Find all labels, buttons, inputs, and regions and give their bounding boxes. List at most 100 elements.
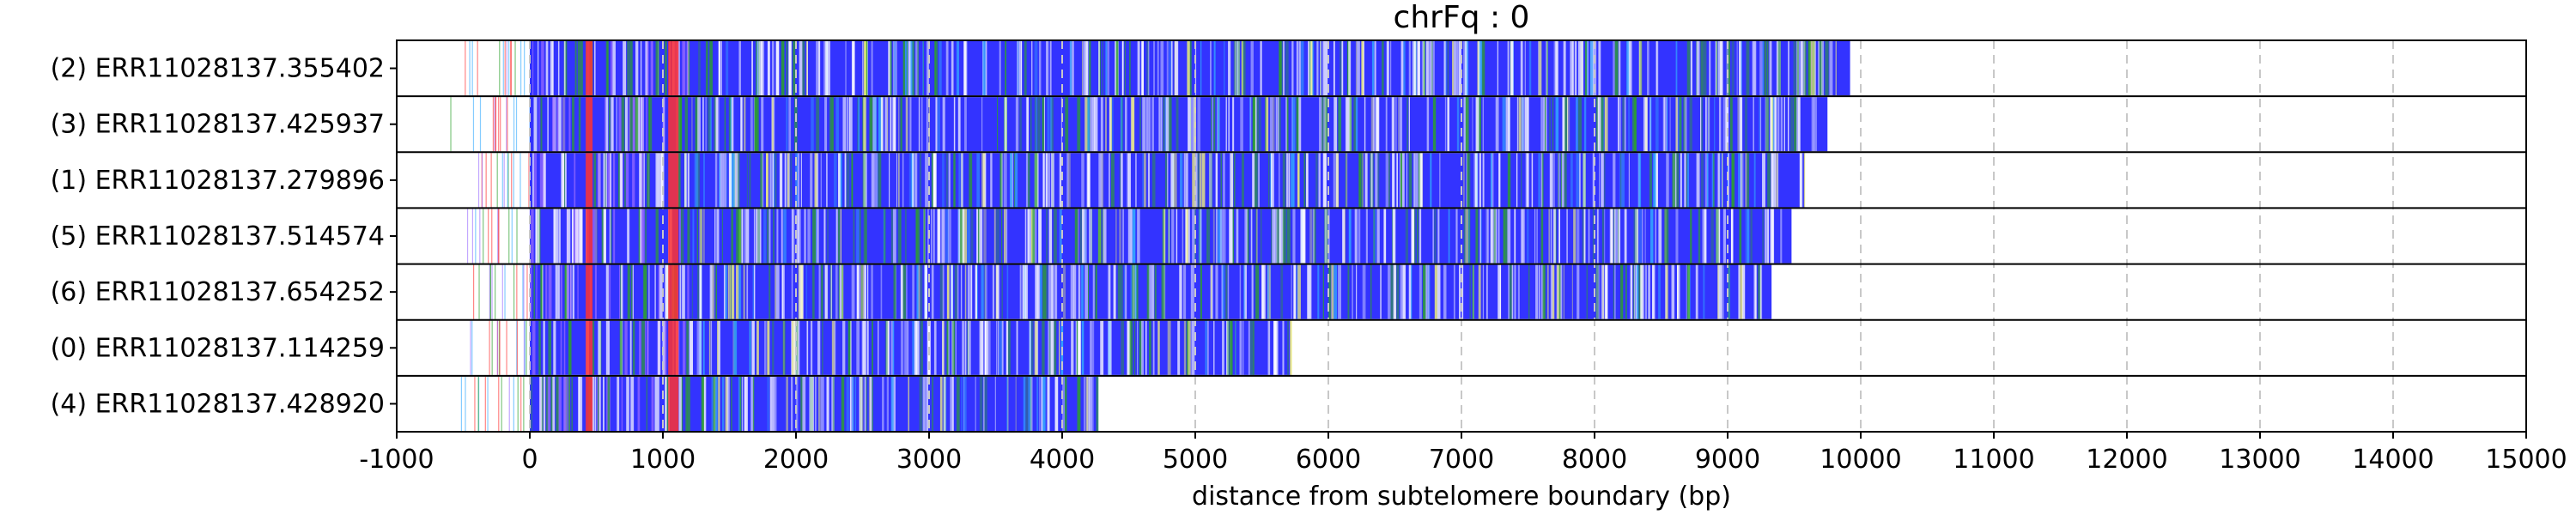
repeat-streak xyxy=(619,320,623,375)
repeat-streak xyxy=(1078,320,1080,375)
repeat-streak xyxy=(1158,97,1161,152)
repeat-streak xyxy=(627,209,630,264)
repeat-streak xyxy=(811,153,813,208)
repeat-streak xyxy=(1308,264,1312,319)
repeat-streak xyxy=(715,264,718,319)
repeat-streak xyxy=(1741,41,1742,96)
repeat-streak xyxy=(571,97,574,152)
repeat-streak xyxy=(1514,264,1516,319)
repeat-streak xyxy=(823,209,826,264)
repeat-streak xyxy=(1564,153,1567,208)
repeat-streak xyxy=(702,209,705,264)
repeat-streak xyxy=(1029,320,1031,375)
repeat-streak xyxy=(933,320,937,375)
repeat-streak xyxy=(904,320,906,375)
repeat-streak xyxy=(1566,97,1571,152)
repeat-streak xyxy=(987,320,991,375)
repeat-streak xyxy=(1185,209,1188,264)
repeat-streak xyxy=(665,376,667,431)
repeat-streak xyxy=(684,153,687,208)
repeat-streak xyxy=(939,264,944,319)
repeat-streak xyxy=(1107,264,1111,319)
repeat-streak xyxy=(1298,97,1302,152)
repeat-streak xyxy=(1157,320,1159,375)
repeat-streak xyxy=(1324,153,1327,208)
repeat-streak xyxy=(872,97,877,152)
repeat-streak xyxy=(791,264,793,319)
repeat-streak xyxy=(1060,97,1063,152)
repeat-streak xyxy=(1317,264,1320,319)
repeat-streak xyxy=(592,209,595,264)
repeat-streak xyxy=(841,264,843,319)
repeat-streak xyxy=(1286,97,1289,152)
repeat-streak xyxy=(1077,97,1081,152)
repeat-streak xyxy=(1465,209,1468,264)
repeat-streak xyxy=(1209,153,1212,208)
subtelomere-tick xyxy=(516,320,518,375)
repeat-streak xyxy=(1133,209,1135,264)
repeat-streak xyxy=(850,320,852,375)
repeat-streak xyxy=(1485,209,1488,264)
repeat-streak xyxy=(633,97,636,152)
repeat-streak xyxy=(1717,41,1722,96)
repeat-streak xyxy=(1243,264,1248,319)
repeat-streak xyxy=(797,320,800,375)
repeat-streak xyxy=(1160,97,1163,152)
repeat-streak xyxy=(682,41,685,96)
repeat-streak xyxy=(657,320,661,375)
repeat-streak xyxy=(651,376,654,431)
repeat-streak xyxy=(763,209,767,264)
repeat-streak xyxy=(1373,209,1376,264)
repeat-streak xyxy=(906,41,908,96)
repeat-streak xyxy=(1437,264,1441,319)
repeat-streak xyxy=(1036,264,1040,319)
repeat-streak xyxy=(1686,264,1688,319)
repeat-streak xyxy=(794,97,798,152)
repeat-streak xyxy=(617,376,620,431)
repeat-streak xyxy=(1014,153,1016,208)
x-tick-label: 2000 xyxy=(763,445,829,475)
repeat-streak xyxy=(1392,209,1396,264)
repeat-streak xyxy=(862,320,866,375)
repeat-streak xyxy=(660,153,664,208)
repeat-streak xyxy=(560,264,562,319)
repeat-streak xyxy=(1324,41,1328,96)
repeat-streak xyxy=(839,264,842,319)
repeat-streak xyxy=(732,153,735,208)
repeat-streak xyxy=(558,376,562,431)
border-layer xyxy=(396,39,2527,433)
repeat-streak xyxy=(998,320,999,375)
repeat-streak xyxy=(919,376,923,431)
repeat-streak xyxy=(1101,153,1104,208)
repeat-streak xyxy=(1542,97,1544,152)
repeat-streak xyxy=(1042,320,1045,375)
subtelomere-tick xyxy=(520,41,522,96)
subtelomere-tick xyxy=(514,41,516,96)
repeat-streak xyxy=(753,209,756,264)
repeat-streak xyxy=(695,97,697,152)
repeat-streak xyxy=(806,320,808,375)
repeat-streak xyxy=(851,264,855,319)
repeat-streak xyxy=(753,97,756,152)
repeat-streak xyxy=(981,264,984,319)
repeat-streak xyxy=(1418,41,1420,96)
track-row xyxy=(450,97,1828,152)
repeat-streak xyxy=(1680,153,1682,208)
repeat-streak xyxy=(1322,264,1325,319)
subtelomere-tick xyxy=(496,153,498,208)
repeat-streak xyxy=(603,153,605,208)
repeat-streak xyxy=(1048,209,1053,264)
subtelomere-tick xyxy=(500,97,501,152)
repeat-streak xyxy=(1788,97,1789,152)
repeat-streak xyxy=(945,41,949,96)
repeat-streak xyxy=(1205,320,1207,375)
repeat-streak xyxy=(1389,41,1392,96)
repeat-streak xyxy=(769,376,773,431)
repeat-streak xyxy=(1747,153,1750,208)
repeat-streak xyxy=(1553,153,1555,208)
repeat-streak xyxy=(1731,41,1735,96)
repeat-streak xyxy=(1456,97,1460,152)
repeat-streak xyxy=(1034,153,1038,208)
repeat-streak xyxy=(1200,209,1202,264)
repeat-streak xyxy=(758,209,761,264)
